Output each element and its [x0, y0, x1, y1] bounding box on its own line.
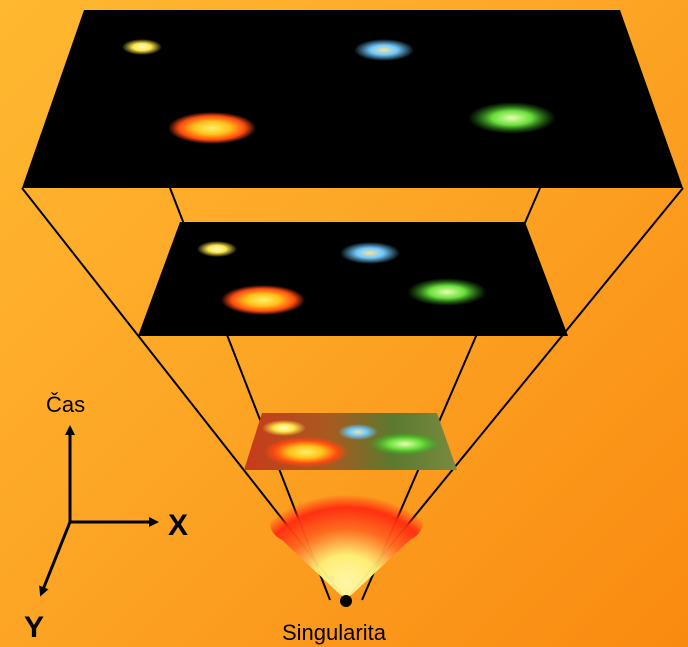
big-bang-glow: [269, 475, 424, 600]
galaxy-yellow: [262, 420, 306, 436]
early-universe-plane: [244, 413, 457, 470]
x-axis-label: X: [168, 509, 188, 542]
galaxy-yellow: [122, 39, 162, 55]
singularity-dot: [340, 595, 352, 607]
time-axis-label: Čas: [46, 392, 85, 417]
galaxy-blue: [340, 242, 400, 264]
middle-universe-plane: [138, 222, 568, 336]
galaxy-green: [407, 278, 487, 306]
singularity-label: Singularita: [282, 620, 387, 645]
galaxy-red: [221, 285, 305, 315]
axes: [39, 425, 159, 597]
galaxy-blue: [354, 39, 414, 61]
galaxy-red: [168, 112, 256, 144]
galaxy-green: [367, 432, 443, 456]
y-axis-label: Y: [24, 611, 44, 644]
galaxy-red: [264, 437, 348, 467]
present-universe-plane: [22, 10, 683, 188]
galaxy-green: [468, 102, 556, 134]
galaxy-yellow: [197, 241, 237, 257]
galaxy-blue: [338, 424, 378, 440]
